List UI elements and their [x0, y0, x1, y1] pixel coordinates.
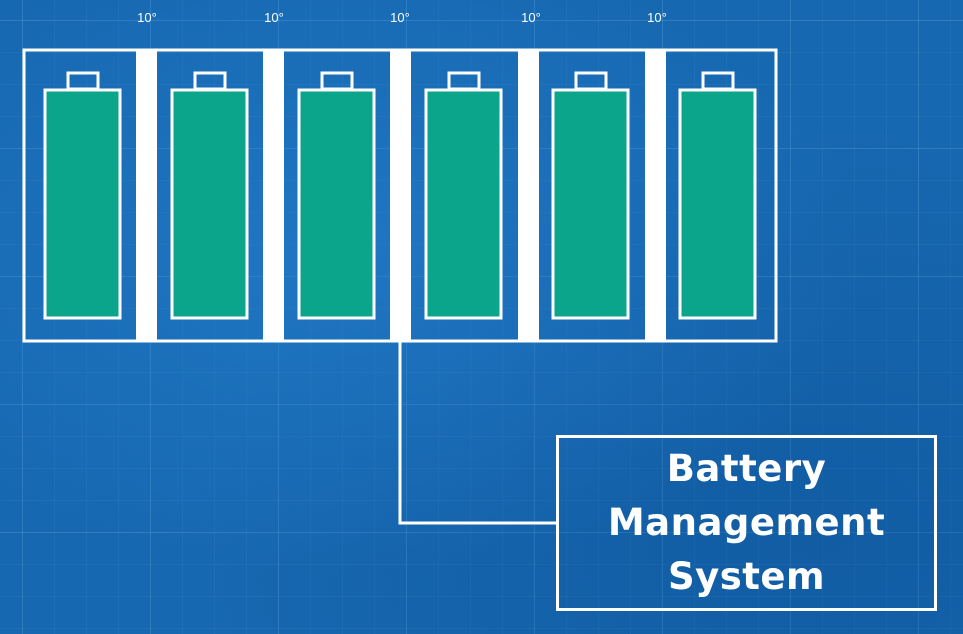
battery-cell-4: [424, 71, 503, 320]
battery-cell-3: [297, 71, 376, 320]
cooling-gap-4: [518, 50, 539, 341]
battery-terminal: [447, 71, 481, 91]
battery-body: [551, 88, 630, 320]
gap-label-2: 10°: [264, 10, 284, 25]
cooling-gap-3: [390, 50, 411, 341]
battery-cell-5: [551, 71, 630, 320]
gap-label-5: 10°: [647, 10, 667, 25]
battery-body: [678, 88, 757, 320]
bms-connector-line: [398, 341, 556, 525]
battery-body: [297, 88, 376, 320]
gap-label-3: 10°: [390, 10, 410, 25]
battery-terminal: [701, 71, 735, 91]
battery-terminal: [193, 71, 227, 91]
bms-label-line-3: System: [667, 555, 826, 598]
battery-terminal: [320, 71, 354, 91]
bms-label-line-1: Battery: [666, 447, 827, 490]
battery-body: [170, 88, 249, 320]
gap-label-4: 10°: [521, 10, 541, 25]
battery-body: [43, 88, 122, 320]
cooling-gap-1: [136, 50, 157, 341]
battery-cell-2: [170, 71, 249, 320]
cooling-gap-2: [263, 50, 284, 341]
battery-terminal: [574, 71, 608, 91]
gap-label-1: 10°: [137, 10, 157, 25]
bms-label-line-2: Management: [607, 501, 886, 544]
bms-box: Battery Management System: [556, 435, 937, 611]
battery-cell-1: [43, 71, 122, 320]
battery-cell-6: [678, 71, 757, 320]
cooling-gap-5: [645, 50, 666, 341]
battery-terminal: [66, 71, 100, 91]
battery-body: [424, 88, 503, 320]
